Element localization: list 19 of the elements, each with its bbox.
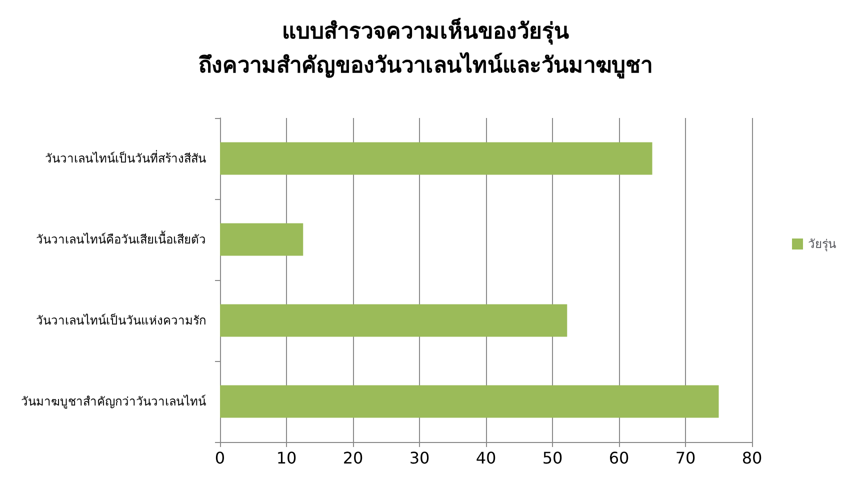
bar (220, 304, 568, 337)
x-tick-label: 40 (476, 448, 496, 468)
bar (220, 223, 304, 256)
y-tick-label: วันวาเลนไทน์เป็นวันแห่งความรัก (36, 312, 206, 328)
legend-label: วัยรุ่น (808, 237, 836, 252)
y-tick-label: วันวาเลนไทน์เป็นวันที่สร้างสีสัน (45, 150, 206, 166)
x-tick-label: 60 (608, 448, 630, 468)
x-tick-label: 30 (409, 448, 430, 468)
x-tick-label: 80 (742, 448, 762, 468)
chart-title: แบบสำรวจความเห็นของวัยรุ่น ถึงความสำคัญของวันวาเลนไทน์และวันมาฆบูชา (198, 16, 652, 80)
y-tick-label: วันวาเลนไทน์คือวันเสียเนื้อเสียตัว (36, 230, 206, 246)
x-tick-label: 70 (675, 448, 696, 468)
bar (220, 142, 652, 175)
x-tick-label: 10 (276, 448, 297, 468)
x-tick-label: 0 (214, 448, 226, 468)
bar (220, 385, 719, 418)
y-tick-label: วันมาฆบูชาสำคัญกว่าวันวาเลนไทน์ (21, 394, 206, 410)
x-tick-label: 50 (542, 448, 563, 468)
x-tick-label: 20 (342, 448, 364, 468)
